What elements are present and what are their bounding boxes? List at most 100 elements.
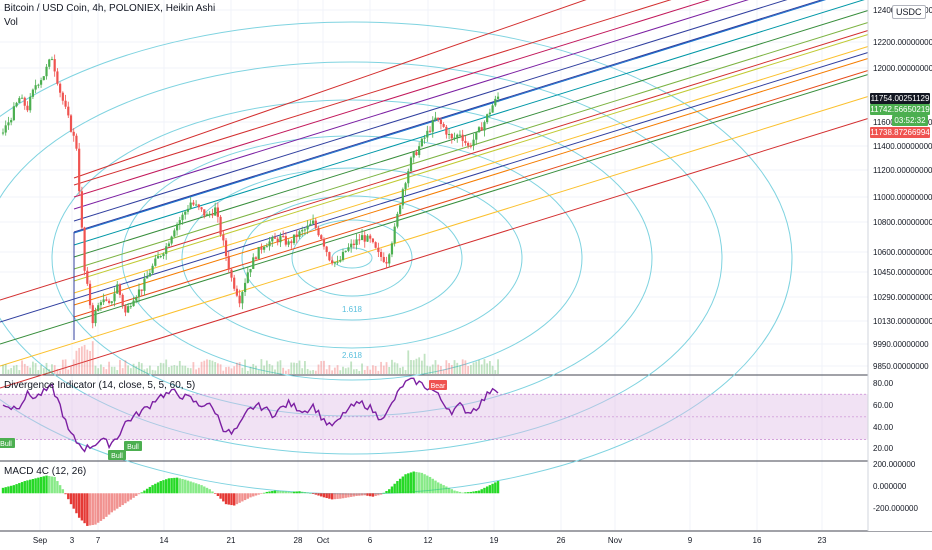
rsi-line: [2, 377, 499, 453]
volume-bar: [464, 360, 467, 374]
macd-bar: [29, 479, 32, 494]
channel-line: [73, 0, 749, 210]
candle-body: [91, 305, 94, 324]
volume-bar: [10, 368, 13, 374]
volume-bar: [78, 347, 81, 374]
macd-bar: [390, 486, 394, 494]
volume-bar: [4, 364, 7, 374]
macd-bar: [494, 482, 497, 494]
volume-bar: [312, 370, 314, 374]
volume-bar: [328, 365, 331, 374]
macd-bar: [298, 491, 301, 494]
candle-body: [374, 242, 377, 248]
macd-bar: [69, 493, 73, 505]
candle-body: [461, 134, 464, 141]
candle-body: [192, 202, 195, 205]
macd-bar: [439, 483, 443, 494]
candle-body: [464, 140, 467, 144]
candle-body: [445, 126, 448, 135]
macd-bar: [238, 493, 241, 503]
volume-bar: [173, 365, 176, 374]
candle-body: [173, 230, 176, 237]
macd-bar: [311, 493, 315, 494]
price-tag-label: 03:52:32: [894, 116, 926, 125]
candle-body: [472, 139, 475, 146]
volume-bar: [70, 365, 72, 374]
macd-bar: [252, 493, 255, 497]
currency-badge[interactable]: USDC: [892, 5, 926, 19]
candle-body: [437, 117, 440, 120]
macd-bar: [496, 481, 500, 494]
candle-body: [355, 239, 358, 245]
candle-body: [200, 207, 203, 210]
macd-bar: [431, 478, 434, 494]
volume-bar: [418, 357, 421, 374]
macd-bar: [173, 477, 176, 494]
volume-bar: [352, 369, 355, 374]
macd-bar: [437, 482, 440, 494]
volume-bar: [129, 368, 132, 374]
candle-body: [170, 236, 173, 244]
volume-bar: [56, 368, 59, 374]
time-tick-label: Nov: [608, 536, 622, 545]
candle-body: [151, 265, 154, 274]
volume-bar: [358, 370, 361, 374]
macd-bar: [102, 493, 105, 520]
macd-bar: [254, 493, 258, 496]
volume-bar: [415, 358, 418, 374]
macd-bar: [374, 493, 377, 496]
volume-bar: [51, 364, 53, 374]
candle-body: [15, 102, 18, 107]
volume-bar: [176, 365, 178, 374]
volume-bar: [75, 350, 78, 374]
macd-bar: [358, 493, 361, 496]
volume-bar: [116, 370, 119, 374]
fib-level-label: 1.618: [342, 305, 363, 314]
candle-body: [314, 220, 317, 228]
candle-body: [379, 252, 383, 257]
volume-bar: [159, 362, 162, 374]
macd-bar: [241, 493, 244, 502]
candle-body: [10, 120, 13, 123]
macd-bar: [355, 493, 358, 496]
channel-line: [73, 0, 827, 234]
volume-bar: [100, 364, 102, 374]
macd-bar: [31, 479, 35, 494]
volume-bar: [26, 366, 29, 374]
macd-bar: [197, 484, 201, 494]
volume-bar: [276, 361, 279, 374]
candle-body: [189, 202, 192, 209]
macd-bar: [121, 493, 124, 506]
fib-ellipse: [51, 99, 653, 417]
rsi-tick-label: 60.00: [873, 401, 894, 410]
volume-bar: [339, 370, 342, 374]
macd-bar: [99, 493, 103, 521]
candle-body: [64, 100, 67, 107]
candle-body: [78, 148, 81, 192]
volume-bar: [486, 363, 489, 374]
macd-bar: [77, 493, 81, 518]
macd-bar: [412, 471, 415, 494]
macd-bar: [205, 487, 209, 494]
candle-body: [488, 112, 491, 115]
candle-body: [404, 183, 407, 190]
candle-body: [121, 294, 124, 306]
candle-body: [45, 66, 48, 77]
volume-bar: [333, 367, 336, 374]
macd-bar: [480, 489, 483, 494]
volume-bar: [203, 360, 206, 374]
macd-bar: [140, 492, 143, 494]
macd-bar: [116, 493, 119, 509]
price-tag-label: 11738.87266994: [870, 128, 930, 137]
macd-bar: [58, 485, 62, 494]
macd-bar: [94, 493, 97, 525]
candle-body: [26, 105, 29, 111]
candle-body: [494, 98, 497, 106]
rsi-title: Divergence Indicator (14, close, 5, 5, 6…: [4, 380, 196, 391]
volume-bar: [323, 360, 325, 374]
candle-body: [39, 80, 43, 85]
channel-line: [0, 30, 869, 301]
price-tag-bg: [892, 115, 928, 126]
time-tick-label: 16: [753, 536, 762, 545]
